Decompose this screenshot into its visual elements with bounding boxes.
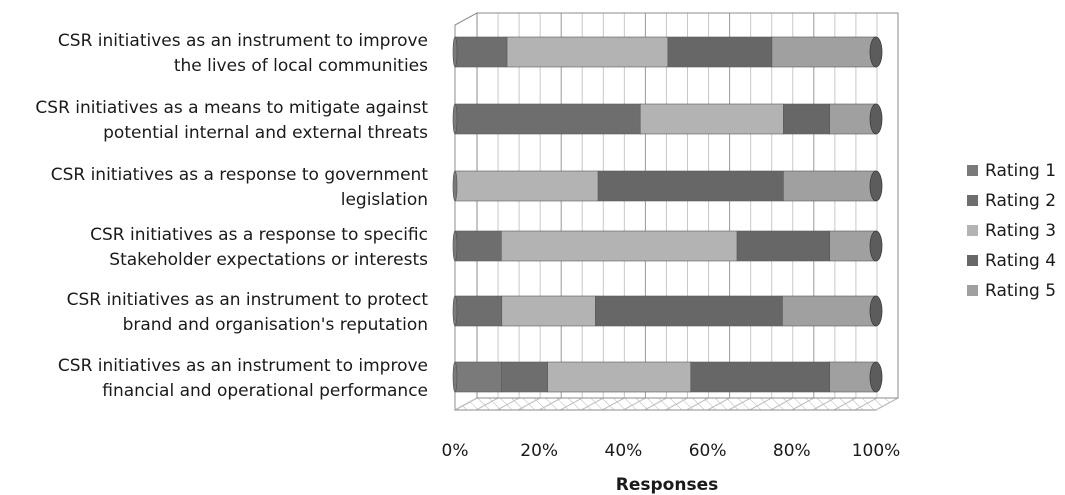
bar-cap-left xyxy=(452,361,458,393)
floor-gridline xyxy=(581,397,604,411)
legend: Rating 1 Rating 2 Rating 3 Rating 4 Rating 5 xyxy=(967,161,1056,301)
side-wall xyxy=(454,12,478,411)
bar-segment xyxy=(454,170,599,202)
bar-segment xyxy=(771,36,877,68)
floor-gridline xyxy=(560,397,583,411)
category-label: CSR initiatives as a means to mitigate a… xyxy=(35,98,428,118)
x-tick-label: 80% xyxy=(773,441,811,461)
bar-segment xyxy=(782,295,877,327)
x-axis-title: Responses xyxy=(616,475,718,495)
x-tick-label: 100% xyxy=(852,441,901,461)
bar-segment xyxy=(690,361,830,393)
category-label: brand and organisation's reputation xyxy=(123,315,428,335)
x-tick-label: 40% xyxy=(605,441,643,461)
floor-gridline xyxy=(454,397,478,411)
floor-gridline xyxy=(623,397,646,411)
floor-gridline xyxy=(538,397,562,411)
bar-segment xyxy=(501,295,596,327)
x-tick-label: 20% xyxy=(520,441,558,461)
floor-gridline xyxy=(496,397,520,411)
bar-segment xyxy=(547,361,692,393)
floor-gridline xyxy=(749,397,772,411)
floor-gridline xyxy=(812,397,836,411)
legend-swatch xyxy=(967,285,978,296)
bar-segment xyxy=(783,103,830,135)
legend-label: Rating 5 xyxy=(985,281,1056,301)
floor-gridline xyxy=(644,397,667,411)
bar-cap-left xyxy=(452,295,458,327)
floor-gridline xyxy=(791,397,815,411)
floor-gridline xyxy=(875,397,899,411)
bar-segment xyxy=(639,103,784,135)
bar-segment xyxy=(454,361,502,393)
bars-group xyxy=(452,36,883,393)
bar-segment xyxy=(501,361,548,393)
bar-cap-left xyxy=(452,230,458,262)
legend-swatch xyxy=(967,225,978,236)
legend-swatch xyxy=(967,255,978,266)
floor-gridline xyxy=(833,397,857,411)
bar-cap-right xyxy=(869,170,883,202)
category-label: CSR initiatives as a response to specifi… xyxy=(90,225,428,245)
bar-cap-right xyxy=(869,230,883,262)
bar-segment xyxy=(829,103,877,135)
floor-gridline xyxy=(707,397,730,411)
floor-gridline xyxy=(517,397,541,411)
bar-segment xyxy=(501,230,738,262)
floor-gridline xyxy=(686,397,709,411)
legend-label: Rating 1 xyxy=(985,161,1056,181)
legend-swatch xyxy=(967,195,978,206)
floor-gridline xyxy=(854,397,878,411)
bar-segment xyxy=(783,170,877,202)
category-label: CSR initiatives as a response to governm… xyxy=(51,165,429,185)
x-tick-label: 0% xyxy=(442,441,469,461)
bar-segment xyxy=(595,295,783,327)
category-label: financial and operational performance xyxy=(102,381,428,401)
x-tick-labels: 0% 20% 40% 60% 80% 100% xyxy=(442,441,901,461)
category-label: CSR initiatives as an instrument to prot… xyxy=(67,290,429,310)
legend-label: Rating 3 xyxy=(985,221,1056,241)
category-label: the lives of local communities xyxy=(174,56,428,76)
legend-label: Rating 2 xyxy=(985,191,1056,211)
bar-segment xyxy=(736,230,830,262)
category-label: Stakeholder expectations or interests xyxy=(109,250,428,270)
category-labels: CSR initiatives as an instrument to impr… xyxy=(35,31,428,401)
legend-swatch xyxy=(967,165,978,176)
bar-segment xyxy=(454,103,641,135)
bar-segment xyxy=(667,36,773,68)
category-label: legislation xyxy=(341,190,428,210)
x-tick-label: 60% xyxy=(689,441,727,461)
bar-segment xyxy=(454,295,503,327)
bar-cap-left xyxy=(452,103,458,135)
back-wall-border xyxy=(476,12,899,399)
bar-cap-right xyxy=(869,103,883,135)
category-label: potential internal and external threats xyxy=(103,123,428,143)
floor-gridline xyxy=(770,397,793,411)
floor-gridline xyxy=(475,397,499,411)
bar-segment xyxy=(454,36,508,68)
floor-gridline xyxy=(602,397,625,411)
bar-segment xyxy=(829,230,877,262)
plot-area xyxy=(454,12,899,411)
bar-segment xyxy=(829,361,877,393)
bar-segment xyxy=(454,230,502,262)
bar-segment xyxy=(597,170,784,202)
bar-cap-left xyxy=(452,170,458,202)
bar-cap-right xyxy=(869,36,883,68)
bar-segment xyxy=(506,36,669,68)
floor-gridline xyxy=(728,397,751,411)
legend-label: Rating 4 xyxy=(985,251,1056,271)
category-label: CSR initiatives as an instrument to impr… xyxy=(58,356,428,376)
category-label: CSR initiatives as an instrument to impr… xyxy=(58,31,428,51)
bar-cap-right xyxy=(869,361,883,393)
bar-cap-right xyxy=(869,295,883,327)
floor-gridline xyxy=(665,397,688,411)
bar-cap-left xyxy=(452,36,458,68)
